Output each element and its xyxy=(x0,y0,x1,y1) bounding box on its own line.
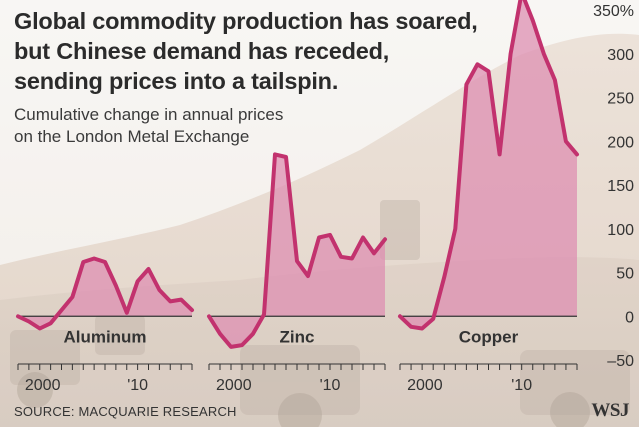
y-tick-label: 250 xyxy=(607,91,634,108)
series-label-copper: Copper xyxy=(459,328,519,347)
y-tick-label: 350% xyxy=(593,3,634,20)
source-note: SOURCE: MACQUARIE RESEARCH xyxy=(14,404,237,419)
chart-subtitle: Cumulative change in annual prices on th… xyxy=(14,104,394,148)
y-tick-label: –50 xyxy=(607,353,634,370)
x-tick-label: 2000 xyxy=(407,377,443,394)
y-tick-label: 150 xyxy=(607,178,634,195)
title-line-1: Global commodity production has soared, xyxy=(14,8,478,34)
x-tick-label: '10 xyxy=(320,377,341,394)
subtitle-line-2: on the London Metal Exchange xyxy=(14,127,250,146)
x-tick-label: 2000 xyxy=(25,377,61,394)
panel-aluminum: Aluminum 2000 '10 xyxy=(16,256,194,394)
x-tick-label: '10 xyxy=(511,377,532,394)
area-fill-zinc xyxy=(209,154,385,347)
x-tick-label: '10 xyxy=(127,377,148,394)
series-label-aluminum: Aluminum xyxy=(63,328,146,347)
y-tick-label: 300 xyxy=(607,47,634,64)
subtitle-line-1: Cumulative change in annual prices xyxy=(14,105,284,124)
panel-zinc: Zinc 2000 '10 xyxy=(207,152,387,394)
title-line-2: but Chinese demand has receded, xyxy=(14,38,390,64)
wsj-logo: WSJ xyxy=(591,400,629,421)
panel-copper: Copper 2000 '10 xyxy=(398,0,579,394)
chart-title: Global commodity production has soared, … xyxy=(14,6,614,96)
y-tick-label: 50 xyxy=(616,266,634,283)
title-line-3: sending prices into a tailspin. xyxy=(14,68,339,94)
area-fill-aluminum xyxy=(18,258,192,329)
y-tick-label: 100 xyxy=(607,222,634,239)
area-fill-copper xyxy=(400,0,577,329)
y-tick-label: 0 xyxy=(625,309,634,326)
x-tick-label: 2000 xyxy=(216,377,252,394)
y-tick-label: 200 xyxy=(607,134,634,151)
series-label-zinc: Zinc xyxy=(280,328,315,347)
